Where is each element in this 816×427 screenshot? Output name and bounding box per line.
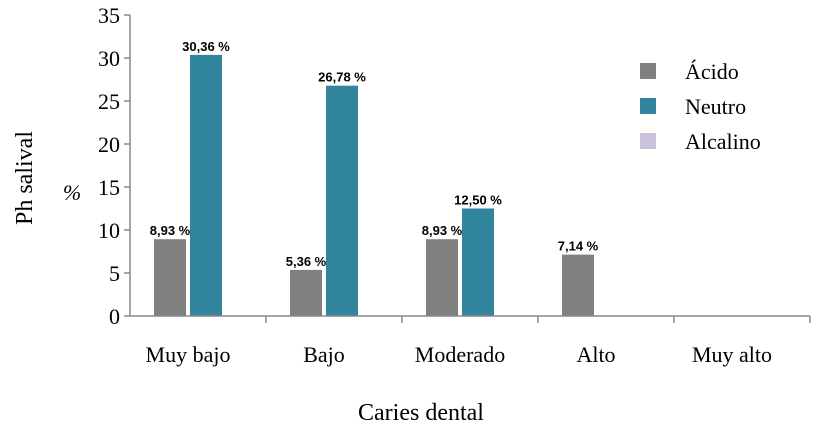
y-tick-label: 35 — [98, 3, 120, 28]
bar-ácido-alto — [562, 254, 594, 316]
legend-swatch — [640, 63, 656, 79]
x-category-label: Muy alto — [692, 342, 772, 367]
bar-neutro-moderado — [462, 208, 494, 316]
y-axis-title: Ph salival — [12, 131, 38, 225]
legend: Ácido Neutro Alcalino — [640, 59, 761, 154]
x-axis-ticks — [265, 316, 811, 323]
y-axis-unit: % — [63, 180, 81, 205]
x-category-label: Muy bajo — [146, 342, 231, 367]
legend-label: Ácido — [685, 59, 739, 84]
bar-ácido-muy-bajo — [154, 239, 186, 316]
y-tick-label: 10 — [98, 218, 120, 243]
legend-label: Neutro — [685, 94, 746, 119]
bar-neutro-bajo — [326, 85, 358, 316]
y-tick-label: 0 — [109, 304, 120, 329]
x-category-label: Alto — [576, 342, 615, 367]
y-tick-label: 5 — [109, 261, 120, 286]
data-label: 5,36 % — [286, 254, 327, 269]
x-category-label: Bajo — [303, 342, 345, 367]
legend-swatch — [640, 133, 656, 149]
x-category-label: Moderado — [415, 342, 505, 367]
data-label: 26,78 % — [318, 70, 366, 85]
x-axis-title: Caries dental — [358, 400, 484, 426]
data-label: 12,50 % — [454, 193, 502, 208]
y-tick-label: 25 — [98, 89, 120, 114]
y-tick-label: 30 — [98, 46, 120, 71]
bar-neutro-muy-bajo — [190, 54, 222, 317]
legend-swatch — [640, 98, 656, 114]
x-axis-category-labels: Muy bajo Bajo Moderado Alto Muy alto — [146, 342, 773, 367]
data-label: 30,36 % — [182, 39, 230, 54]
data-labels: 8,93 % 30,36 % 5,36 % 26,78 % 8,93 % 12,50 % 7… — [150, 39, 599, 269]
data-label: 8,93 % — [150, 223, 191, 238]
y-tick-label: 15 — [98, 175, 120, 200]
data-label: 8,93 % — [422, 223, 463, 238]
data-label: 7,14 % — [558, 239, 599, 254]
bars — [154, 54, 594, 317]
legend-label: Alcalino — [685, 129, 761, 154]
bar-ácido-moderado — [426, 239, 458, 316]
y-tick-label: 20 — [98, 132, 120, 157]
y-axis-ticks: 0 5 10 15 20 25 30 35 — [98, 3, 130, 329]
bar-ácido-bajo — [290, 269, 322, 316]
